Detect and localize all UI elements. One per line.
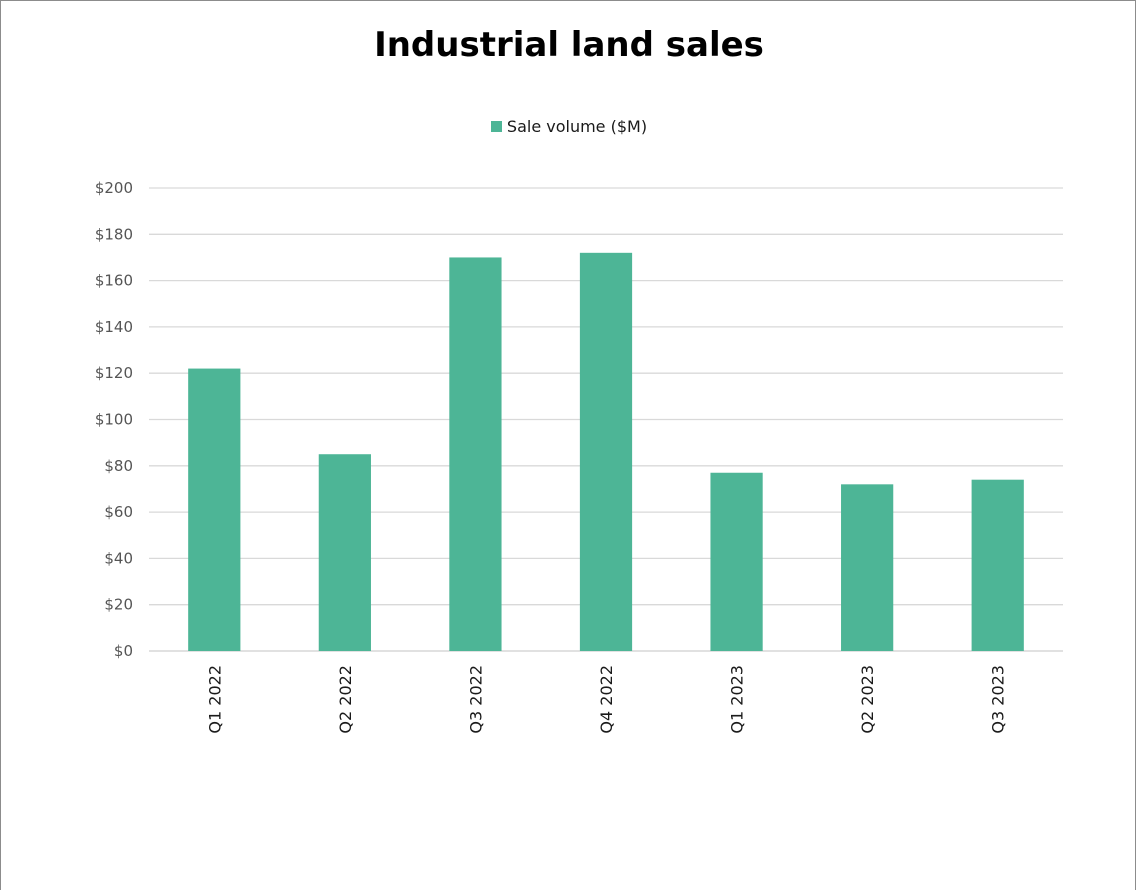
legend: Sale volume ($M) xyxy=(1,117,1137,136)
bar xyxy=(841,484,894,651)
y-tick-label: $80 xyxy=(104,457,133,475)
y-tick-label: $60 xyxy=(104,503,133,521)
y-tick-label: $120 xyxy=(95,364,133,382)
x-tick-label: Q2 2022 xyxy=(336,665,355,734)
y-tick-label: $100 xyxy=(95,411,133,429)
y-tick-label: $160 xyxy=(95,272,133,290)
bar xyxy=(449,257,502,651)
x-tick-label: Q1 2023 xyxy=(728,665,747,734)
bar xyxy=(971,479,1024,651)
bar xyxy=(579,252,633,651)
y-tick-label: $20 xyxy=(104,596,133,614)
legend-swatch xyxy=(490,121,502,132)
x-tick-label: Q2 2023 xyxy=(858,665,877,734)
y-tick-label: $140 xyxy=(95,318,133,336)
x-tick-label: Q1 2022 xyxy=(205,665,224,734)
x-tick-label: Q3 2023 xyxy=(989,665,1008,734)
y-tick-label: $180 xyxy=(95,225,133,243)
x-tick-label: Q4 2022 xyxy=(597,665,616,734)
y-tick-label: $200 xyxy=(95,179,133,197)
y-tick-label: $40 xyxy=(104,549,133,567)
bar xyxy=(318,454,371,651)
y-tick-label: $0 xyxy=(114,642,133,660)
bar xyxy=(188,368,241,651)
legend-label: Sale volume ($M) xyxy=(506,117,648,136)
chart-title: Industrial land sales xyxy=(374,25,764,65)
bar xyxy=(710,472,763,651)
x-tick-label: Q3 2022 xyxy=(466,665,485,734)
